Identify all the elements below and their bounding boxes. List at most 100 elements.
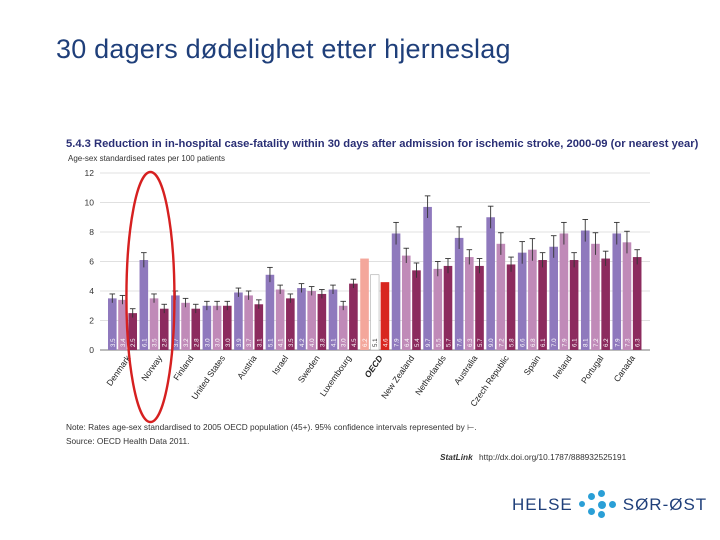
bar <box>549 246 559 350</box>
bar <box>328 289 338 350</box>
bar-value-label: 7.2 <box>593 338 600 347</box>
x-tick-label: Sweden <box>296 353 322 384</box>
bar-value-label: 7.9 <box>561 338 568 347</box>
bar <box>401 255 411 350</box>
bar-value-label: 6.3 <box>635 338 642 347</box>
x-tick-label: New Zealand <box>379 353 416 400</box>
x-tick-label: Australia <box>452 353 479 386</box>
slide-title: 30 dagers dødelighet etter hjerneslag <box>56 34 511 64</box>
bar <box>528 249 537 350</box>
bar <box>612 233 622 350</box>
bar <box>412 270 421 350</box>
bar <box>580 230 590 350</box>
bar <box>307 291 316 350</box>
bar <box>338 305 348 350</box>
bar-value-label: 5.8 <box>509 338 516 347</box>
bar-value-label: 3.1 <box>256 338 263 347</box>
y-tick-label: 12 <box>85 168 95 178</box>
logo-dots-icon <box>578 490 617 520</box>
bar <box>275 289 285 350</box>
bar <box>128 313 137 350</box>
bar-value-label: 6.1 <box>572 338 579 347</box>
bar <box>433 268 443 350</box>
bar <box>265 274 275 350</box>
bar <box>108 298 117 350</box>
bar <box>254 304 264 350</box>
bar <box>465 257 474 350</box>
x-tick-label: Luxembourg <box>318 353 354 398</box>
bar <box>118 299 127 350</box>
bar-value-label: 6.6 <box>520 338 527 347</box>
bar <box>380 282 390 350</box>
x-tick-label: Finland <box>171 353 195 382</box>
bar-value-label: 4.5 <box>351 338 358 347</box>
bar-value-label: 2.8 <box>162 338 169 347</box>
chart-note: Note: Rates age-sex standardised to 2005… <box>66 422 477 432</box>
bar <box>159 308 169 350</box>
bar <box>559 233 569 350</box>
bar-value-label: 4.2 <box>299 338 306 347</box>
bar <box>244 295 253 350</box>
bar-value-label: 6.2 <box>603 338 610 347</box>
bar-value-label: 7.0 <box>551 338 558 347</box>
x-tick-label: Ireland <box>551 353 574 380</box>
bar-value-label: 3.5 <box>152 338 159 347</box>
bar-value-label: 2.5 <box>130 338 137 347</box>
bar <box>370 274 380 351</box>
y-tick-label: 10 <box>85 198 95 208</box>
bar <box>632 257 642 350</box>
x-tick-label: Austria <box>235 353 259 381</box>
bar <box>212 305 222 350</box>
x-tick-label: Portugal <box>579 353 606 385</box>
bar-value-label: 3.5 <box>110 338 117 347</box>
chart-subtitle: Age-sex standardised rates per 100 patie… <box>68 154 225 163</box>
bar <box>601 258 610 350</box>
bar-value-label: 3.7 <box>246 338 253 347</box>
statlink[interactable]: StatLink http://dx.doi.org/10.1787/88893… <box>440 452 626 462</box>
bar-value-label: 6.8 <box>530 338 537 347</box>
x-tick-label: Netherlands <box>413 353 448 397</box>
statlink-url[interactable]: http://dx.doi.org/10.1787/888932525191 <box>479 452 627 462</box>
bar <box>349 283 358 350</box>
bar-value-label: 5.4 <box>414 338 421 347</box>
bar <box>202 305 212 350</box>
bar-value-label: 5.7 <box>477 338 484 347</box>
chart-source: Source: OECD Health Data 2011. <box>66 436 190 446</box>
bar <box>297 288 306 350</box>
bar <box>286 298 295 350</box>
bar-value-label: 5.5 <box>435 338 442 347</box>
bar-value-label: 3.9 <box>236 338 243 347</box>
bar <box>317 293 327 350</box>
bar <box>591 243 600 350</box>
y-tick-label: 4 <box>89 286 94 296</box>
chart-title: 5.4.3 Reduction in in-hospital case-fata… <box>66 138 699 150</box>
y-tick-label: 8 <box>89 227 94 237</box>
bar-value-label: 8.1 <box>583 338 590 347</box>
highlight-ellipse <box>125 170 176 424</box>
bar <box>171 295 180 350</box>
bar <box>496 243 506 350</box>
chart-figure: 0 2 4 6 8 10 12 3.5 3.4 2.5 Denmark 6.1 3.5 2.8 Norway… <box>60 135 698 475</box>
bar <box>234 292 243 350</box>
bar-value-label: 9.7 <box>425 338 432 347</box>
bar-value-label: 9.0 <box>488 338 495 347</box>
bar-value-label: 4.1 <box>331 338 338 347</box>
bar-value-label: 7.2 <box>498 338 505 347</box>
bar-value-label: 4.6 <box>382 338 389 347</box>
bar <box>443 265 453 350</box>
bar <box>454 237 464 350</box>
bar-value-label: 5.1 <box>267 338 274 347</box>
bar <box>423 206 432 350</box>
bar <box>517 252 527 350</box>
bar-value-label: 3.0 <box>215 338 222 347</box>
bar-value-label: 3.4 <box>120 338 127 347</box>
statlink-tag: StatLink <box>440 452 473 462</box>
bar <box>569 260 579 350</box>
bar-value-label: 4.0 <box>309 338 316 347</box>
bar <box>391 233 401 350</box>
bar-value-label: 3.2 <box>183 338 190 347</box>
bar <box>191 308 201 350</box>
bar-value-label: 3.8 <box>319 338 326 347</box>
y-tick-label: 0 <box>89 345 94 355</box>
